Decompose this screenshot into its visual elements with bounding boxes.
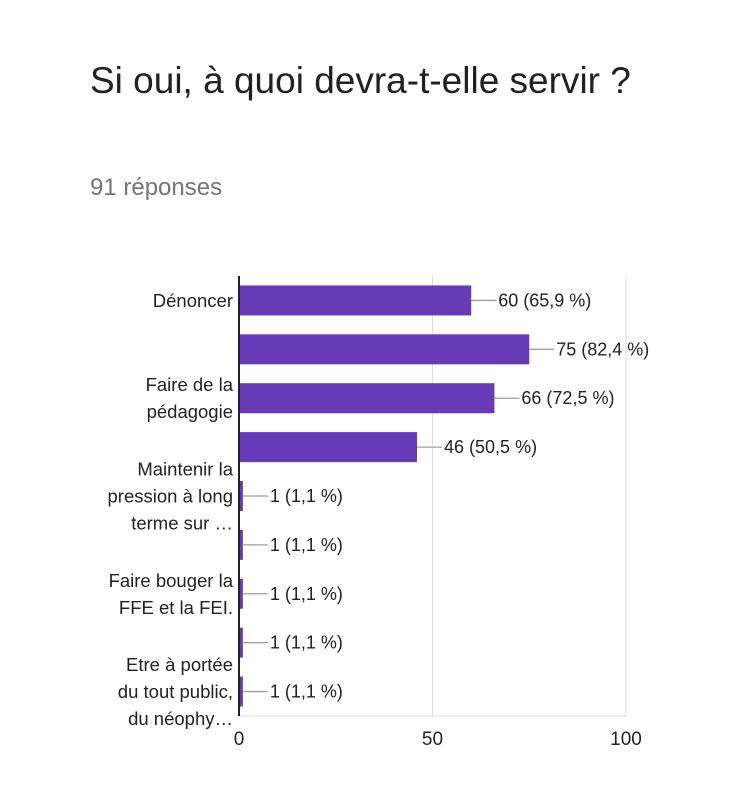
category-label: Dénoncer	[153, 290, 233, 311]
bar	[239, 285, 472, 316]
data-label: 1 (1,1 %)	[270, 584, 343, 604]
category-label: pédagogie	[147, 401, 233, 422]
category-label: Maintenir la	[137, 459, 233, 480]
x-tick-label: 0	[234, 729, 245, 750]
category-label: pression à long	[108, 486, 233, 507]
x-tick-label: 100	[610, 729, 642, 750]
category-label: du néophy…	[128, 708, 233, 729]
data-label: 66 (72,5 %)	[521, 388, 614, 408]
data-label: 75 (82,4 %)	[556, 339, 649, 359]
bar	[239, 676, 243, 707]
category-label: FFE et la FEI.	[119, 597, 233, 618]
data-label: 1 (1,1 %)	[270, 633, 343, 653]
data-label: 60 (65,9 %)	[498, 290, 591, 310]
response-count: 91 réponses	[90, 174, 223, 201]
bar	[239, 481, 243, 511]
data-label: 1 (1,1 %)	[270, 535, 343, 555]
x-tick-label: 50	[422, 729, 443, 750]
bar	[239, 334, 530, 365]
bar	[239, 529, 243, 560]
bar	[239, 627, 243, 658]
data-label: 1 (1,1 %)	[270, 486, 343, 506]
category-label: terme sur …	[131, 513, 233, 534]
category-label: Faire de la	[146, 374, 234, 395]
data-label: 1 (1,1 %)	[270, 682, 343, 702]
category-label: Etre à portée	[126, 654, 233, 675]
bar	[239, 383, 495, 414]
bar	[239, 578, 243, 609]
category-label: du tout public,	[118, 681, 233, 702]
bar	[239, 432, 418, 463]
data-label: 46 (50,5 %)	[444, 437, 537, 457]
question-title: Si oui, à quoi devra-t-elle servir ?	[90, 60, 631, 101]
category-label: Faire bouger la	[109, 570, 234, 591]
